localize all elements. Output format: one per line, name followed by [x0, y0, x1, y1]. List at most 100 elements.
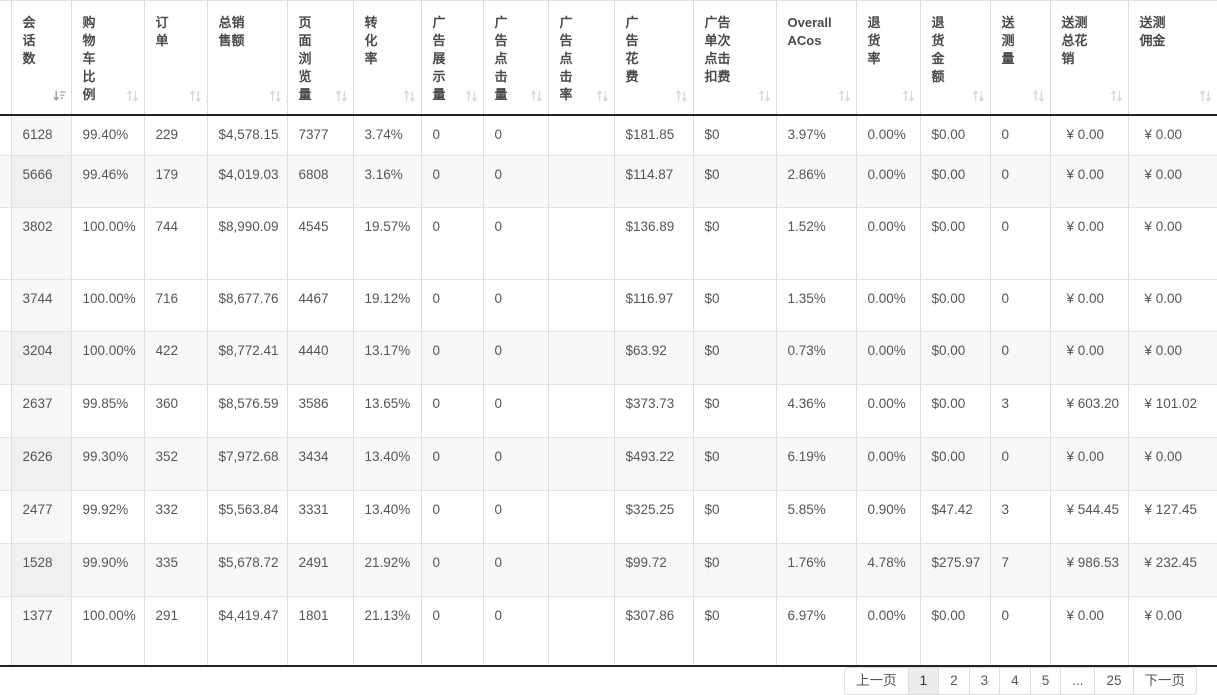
cell-ad-ctr [547, 384, 614, 438]
cell-ad-impressions: 0 [420, 543, 483, 597]
cell-ad-clicks: 0 [482, 490, 548, 544]
cell-page-views: 6808 [286, 155, 353, 208]
cell-total-sales: $4,019.03 [206, 155, 287, 208]
cell-return-amount: $0.00 [919, 155, 990, 208]
cell-ad-spend: $63.92 [613, 331, 693, 385]
cell-total-sales: $5,563.84 [206, 490, 287, 544]
column-header-overall-acos[interactable]: Overall ACos [775, 0, 856, 116]
column-header-return-rate[interactable]: 退 货 率 [855, 0, 920, 116]
column-label: 页 面 浏 览 量 [298, 15, 312, 102]
cell-test-total-spend: ¥ 0.00 [1049, 207, 1128, 280]
pagination-page-button-5[interactable]: 5 [1029, 667, 1062, 695]
cell-page-views: 2491 [286, 543, 353, 597]
cell-orders: 352 [143, 437, 207, 491]
cell-conversion-rate: 3.74% [352, 115, 421, 156]
cell-ad-impressions: 0 [420, 207, 483, 280]
cell-overall-acos: 4.36% [775, 384, 856, 438]
cell-conversion-rate: 13.65% [352, 384, 421, 438]
column-header-cut-column [0, 0, 11, 116]
cell-cut-column [0, 207, 11, 280]
sort-icon[interactable] [126, 90, 139, 102]
sort-icon[interactable] [189, 90, 202, 102]
pagination-ellipsis[interactable]: ... [1060, 667, 1096, 695]
cell-overall-acos: 6.19% [775, 437, 856, 491]
cell-ad-spend: $307.86 [613, 596, 693, 667]
cell-ad-ctr [547, 331, 614, 385]
cell-orders: 335 [143, 543, 207, 597]
cell-orders: 179 [143, 155, 207, 208]
column-label: 退 货 金 额 [931, 15, 945, 84]
cell-test-total-spend: ¥ 544.45 [1049, 490, 1128, 544]
column-header-ad-impressions[interactable]: 广 告 展 示 量 [420, 0, 483, 116]
cell-ad-impressions: 0 [420, 437, 483, 491]
pagination-next-button[interactable]: 下一页 [1132, 667, 1197, 695]
cell-test-order-count: 0 [989, 596, 1050, 667]
cell-cart-ratio: 99.92% [70, 490, 144, 544]
pagination-page-button-2[interactable]: 2 [938, 667, 970, 695]
sort-icon[interactable] [758, 90, 771, 102]
column-header-orders[interactable]: 订 单 [143, 0, 207, 116]
cell-cart-ratio: 99.30% [70, 437, 144, 491]
cell-ad-ctr [547, 596, 614, 667]
cell-ad-cpc-fee: $0 [692, 543, 776, 597]
sort-descending-icon[interactable] [52, 90, 66, 102]
sort-icon[interactable] [465, 90, 478, 102]
sort-icon[interactable] [972, 90, 985, 102]
column-header-sessions[interactable]: 会 话 数 [10, 0, 71, 116]
pagination-page-button-25[interactable]: 25 [1094, 667, 1134, 695]
cell-overall-acos: 1.35% [775, 279, 856, 332]
pagination-prev-button[interactable]: 上一页 [844, 667, 909, 695]
cell-page-views: 1801 [286, 596, 353, 667]
cell-return-rate: 4.78% [855, 543, 920, 597]
cell-cut-column [0, 279, 11, 332]
cell-ad-cpc-fee: $0 [692, 155, 776, 208]
column-header-ad-clicks[interactable]: 广 告 点 击 量 [482, 0, 548, 116]
cell-ad-spend: $373.73 [613, 384, 693, 438]
sort-icon[interactable] [530, 90, 543, 102]
pagination-page-button-1[interactable]: 1 [907, 667, 940, 695]
column-header-page-views[interactable]: 页 面 浏 览 量 [286, 0, 353, 116]
column-header-test-total-spend[interactable]: 送测 总花 销 [1049, 0, 1128, 116]
cell-ad-cpc-fee: $0 [692, 490, 776, 544]
column-header-cart-ratio[interactable]: 购 物 车 比 例 [70, 0, 144, 116]
column-header-total-sales[interactable]: 总销 售额 [206, 0, 287, 116]
column-header-ad-spend[interactable]: 广 告 花 费 [613, 0, 693, 116]
cell-ad-clicks: 0 [482, 331, 548, 385]
column-header-test-order-count[interactable]: 送 测 量 [989, 0, 1050, 116]
sort-icon[interactable] [902, 90, 915, 102]
column-header-conversion-rate[interactable]: 转 化 率 [352, 0, 421, 116]
cell-test-commission: ¥ 0.00 [1127, 155, 1217, 208]
sort-icon[interactable] [596, 90, 609, 102]
sort-icon[interactable] [1032, 90, 1045, 102]
cell-cut-column [0, 437, 11, 491]
cell-cart-ratio: 100.00% [70, 207, 144, 280]
column-header-ad-cpc-fee[interactable]: 广告 单次 点击 扣费 [692, 0, 776, 116]
sort-icon[interactable] [335, 90, 348, 102]
cell-ad-cpc-fee: $0 [692, 384, 776, 438]
cell-sessions: 2637 [10, 384, 71, 438]
cell-return-amount: $47.42 [919, 490, 990, 544]
cell-test-total-spend: ¥ 0.00 [1049, 331, 1128, 385]
pagination-page-button-3[interactable]: 3 [968, 667, 1001, 695]
cell-orders: 360 [143, 384, 207, 438]
column-header-test-commission[interactable]: 送测 佣金 [1127, 0, 1217, 116]
sort-icon[interactable] [1110, 90, 1123, 102]
column-header-return-amount[interactable]: 退 货 金 额 [919, 0, 990, 116]
cell-return-rate: 0.00% [855, 155, 920, 208]
sort-icon[interactable] [838, 90, 851, 102]
cell-total-sales: $8,990.09 [206, 207, 287, 280]
column-label: 转 化 率 [364, 15, 378, 66]
cell-orders: 229 [143, 115, 207, 156]
sort-icon[interactable] [675, 90, 688, 102]
cell-cut-column [0, 115, 11, 156]
column-label: 订 单 [155, 15, 169, 48]
cell-sessions: 2626 [10, 437, 71, 491]
cell-overall-acos: 1.76% [775, 543, 856, 597]
sort-icon[interactable] [269, 90, 282, 102]
sort-icon[interactable] [1199, 90, 1212, 102]
cell-ad-ctr [547, 437, 614, 491]
column-header-ad-ctr[interactable]: 广 告 点 击 率 [547, 0, 614, 116]
sort-icon[interactable] [403, 90, 416, 102]
cell-ad-impressions: 0 [420, 490, 483, 544]
pagination-page-button-4[interactable]: 4 [999, 667, 1031, 695]
